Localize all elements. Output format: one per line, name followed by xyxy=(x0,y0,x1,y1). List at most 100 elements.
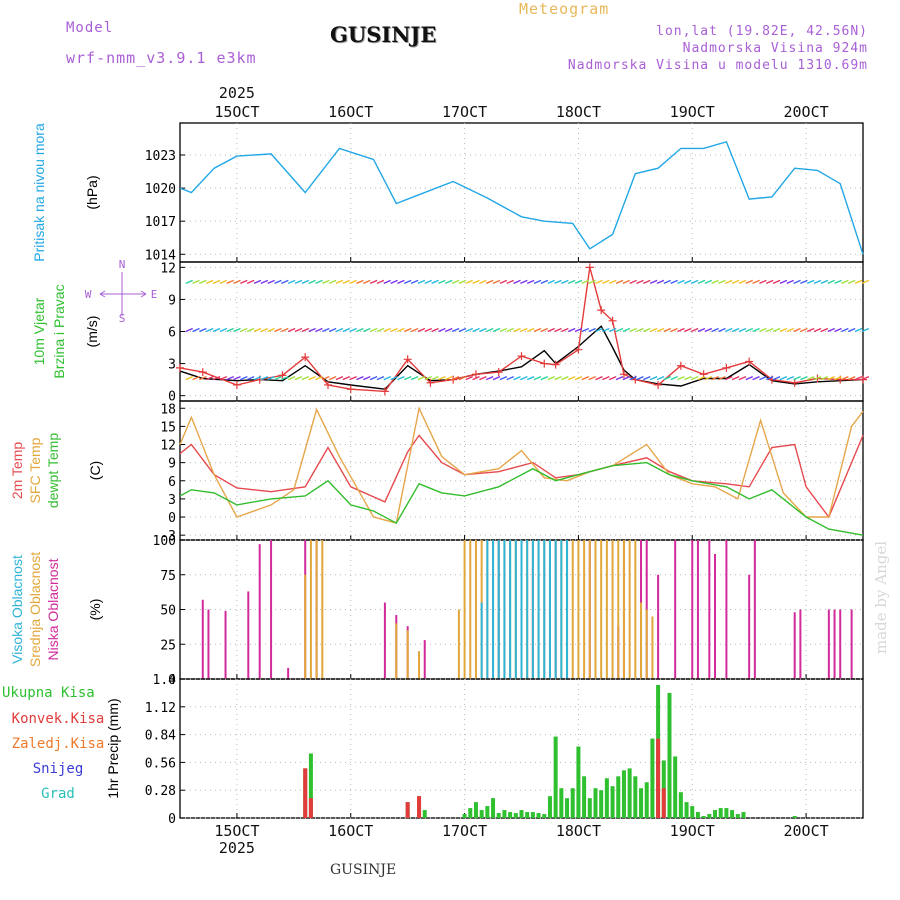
wind-direction-arrow xyxy=(397,376,405,381)
wind-direction-arrow xyxy=(806,376,815,381)
wind-gust-marker xyxy=(551,360,560,369)
wind-direction-arrow xyxy=(711,327,719,333)
clouds-bar xyxy=(622,540,625,679)
wind-direction-arrow xyxy=(752,376,760,381)
wind-direction-arrow xyxy=(438,376,446,381)
wind-direction-arrow xyxy=(725,279,733,284)
wind-direction-arrow xyxy=(492,327,501,333)
wind-direction-arrow xyxy=(424,327,432,333)
wind-direction-arrow xyxy=(684,376,692,381)
wind-direction-arrow xyxy=(520,376,528,381)
station-title: GUSINJE xyxy=(330,22,437,47)
precip-bar xyxy=(502,810,507,818)
wind-direction-arrow xyxy=(383,279,392,284)
temperature-ytick-label: 6 xyxy=(168,475,176,490)
wind-direction-arrow xyxy=(417,376,426,381)
temperature-ylabel: SFC Temp xyxy=(27,437,43,503)
clouds-bar xyxy=(657,574,660,679)
wind-direction-arrow xyxy=(765,376,774,381)
wind-direction-arrow xyxy=(513,279,521,284)
pressure-ytick-label: 1023 xyxy=(145,149,176,164)
precip-bar xyxy=(718,808,723,818)
wind-ytick-label: 6 xyxy=(168,326,176,341)
wind-direction-arrow xyxy=(643,279,651,284)
wind-direction-arrow xyxy=(663,376,672,381)
wind-direction-arrow xyxy=(670,279,678,284)
wind-direction-arrow xyxy=(492,376,501,381)
wind-direction-arrow xyxy=(485,327,494,333)
precip-bar xyxy=(405,802,410,818)
wind-direction-arrow xyxy=(690,327,699,333)
wind-direction-arrow xyxy=(212,376,221,381)
wind-direction-arrow xyxy=(759,279,767,284)
temperature-series-sfc-temp xyxy=(179,406,864,524)
precip-bar xyxy=(519,810,524,818)
clouds-bar xyxy=(304,574,307,679)
clouds-bar xyxy=(600,540,603,679)
clouds-bar xyxy=(827,609,830,679)
clouds-bar xyxy=(588,540,591,679)
wind-direction-arrow xyxy=(772,327,781,333)
clouds-bar xyxy=(514,540,517,679)
wind-direction-arrow xyxy=(356,279,364,284)
compass-arrows xyxy=(99,272,147,316)
wind-direction-arrow xyxy=(513,327,521,333)
wind-direction-arrow xyxy=(800,279,808,284)
precip-bar xyxy=(587,798,592,818)
wind-direction-arrow xyxy=(260,279,269,284)
precip-bar xyxy=(308,753,313,818)
pressure-series-pritisak-na-nivou-mora xyxy=(179,140,864,255)
clouds-bar xyxy=(696,540,699,679)
wind-direction-arrow xyxy=(287,327,296,333)
clouds-ylabel: Niska Oblacnost xyxy=(45,558,61,660)
wind-direction-arrow xyxy=(588,279,596,284)
wind-direction-arrow xyxy=(376,376,385,381)
clouds-bar xyxy=(201,599,204,679)
wind-direction-arrow xyxy=(431,279,439,284)
precip-bar xyxy=(792,816,797,818)
wind-direction-arrow xyxy=(233,279,241,284)
wind-direction-arrow xyxy=(847,376,856,381)
wind-direction-arrow xyxy=(745,376,754,381)
wind-direction-arrow xyxy=(540,376,549,381)
precip-bar xyxy=(650,738,655,818)
temperature-ytick-label: 12 xyxy=(160,439,176,454)
wind-direction-arrow xyxy=(479,376,487,381)
wind-gust-marker xyxy=(654,380,663,389)
wind-direction-arrow xyxy=(403,376,412,381)
time-tick-bottom: 16OCT xyxy=(328,822,373,840)
wind-direction-arrow xyxy=(704,279,713,284)
time-tick-bottom: 18OCT xyxy=(556,822,601,840)
wind-direction-arrow xyxy=(219,376,228,381)
wind-direction-arrow xyxy=(363,376,371,381)
wind-direction-arrow xyxy=(615,279,624,284)
wind-direction-arrow xyxy=(274,327,282,333)
wind-ylabel: (m/s) xyxy=(84,316,100,348)
wind-direction-arrow xyxy=(854,327,863,333)
precip-bar xyxy=(656,738,661,818)
wind-gust-marker xyxy=(597,306,606,315)
wind-direction-arrow xyxy=(294,376,303,381)
wind-direction-arrow xyxy=(342,376,351,381)
meteogram-label: Meteogram xyxy=(519,0,610,18)
wind-direction-arrow xyxy=(786,327,794,333)
wind-direction-arrow xyxy=(192,376,200,381)
clouds-bar xyxy=(725,540,728,679)
wind-direction-arrow xyxy=(574,376,583,381)
wind-direction-arrow xyxy=(622,376,631,381)
precip-bar xyxy=(616,776,621,818)
wind-direction-arrow xyxy=(444,376,453,381)
wind-direction-arrow xyxy=(779,327,788,333)
wind-direction-arrow xyxy=(499,327,508,333)
wind-direction-arrow xyxy=(704,327,713,333)
precip-bar xyxy=(417,796,422,818)
pressure-ytick-label: 1020 xyxy=(145,182,176,197)
wind-direction-arrow xyxy=(540,279,549,284)
precip-legend-grad: Grad xyxy=(41,786,75,802)
clouds-bar xyxy=(383,602,386,679)
wind-direction-arrow xyxy=(342,327,351,333)
wind-direction-arrow xyxy=(656,327,665,333)
precip-ytick-label: 1.12 xyxy=(145,701,176,716)
wind-direction-arrow xyxy=(533,327,542,333)
wind-direction-arrow xyxy=(629,376,637,381)
